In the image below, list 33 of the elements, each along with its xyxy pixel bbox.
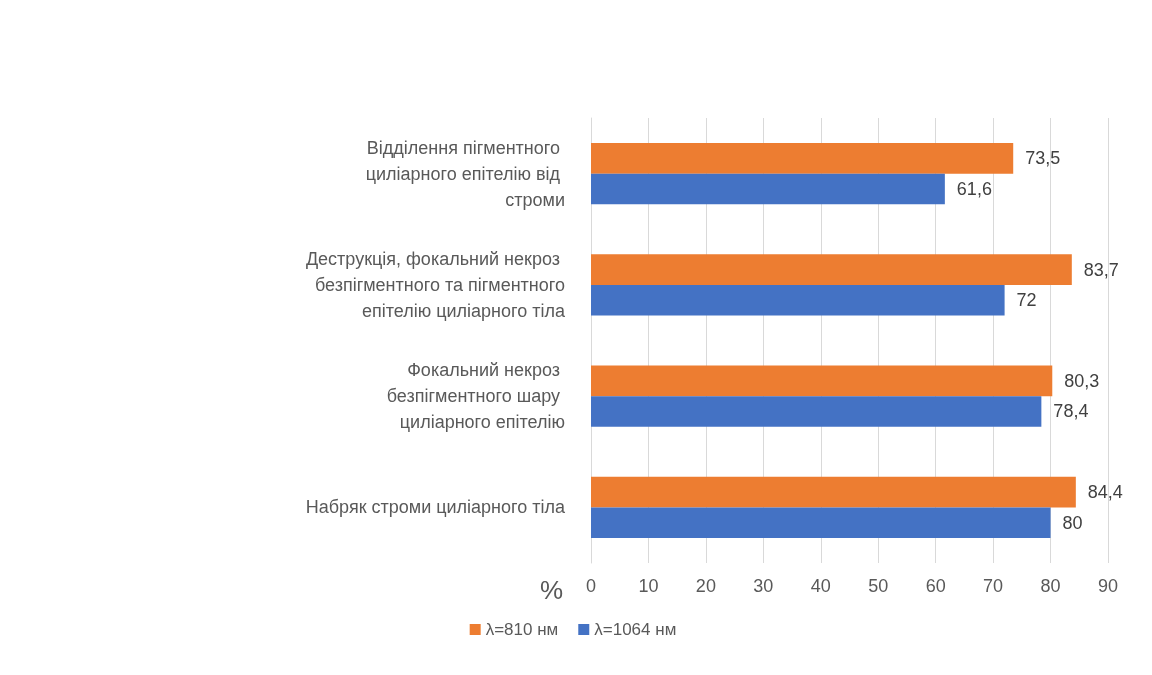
bar [591, 143, 1014, 174]
x-tick-label: 0 [585, 576, 597, 596]
x-tick-label: 80 [1040, 576, 1061, 596]
bar [591, 254, 1072, 285]
y-tick-label: Відділення пігментного циліарного епітелію від строми [365, 137, 565, 210]
legend-label: λ=810 нм [485, 620, 559, 639]
data-label: 61,6 [956, 178, 992, 199]
x-tick-label: 30 [753, 576, 774, 596]
data-label: 83,7 [1083, 259, 1119, 280]
bar [591, 284, 1005, 316]
bar [591, 507, 1051, 538]
x-tick-label: 20 [695, 576, 716, 596]
x-tick-label: 70 [983, 576, 1004, 596]
data-label: 80 [1062, 512, 1083, 533]
y-tick-label: Деструкція, фокальний некроз безпігментного та пігментного епітелію циліарного тіла [305, 248, 566, 321]
bar [591, 396, 1042, 427]
data-label: 73,5 [1025, 148, 1061, 169]
data-label: 72 [1016, 290, 1037, 311]
y-tick-label: Фокальний некроз безпігментного шару циліарного епітелію [386, 360, 565, 433]
bar [591, 476, 1076, 508]
x-axis-title: % [539, 575, 563, 605]
x-tick-label: 10 [638, 576, 659, 596]
x-tick-label: 50 [868, 576, 889, 596]
data-label: 78,4 [1053, 401, 1089, 422]
x-tick-label: 40 [810, 576, 831, 596]
x-tick-label: 60 [925, 576, 946, 596]
data-label: 84,4 [1087, 482, 1123, 503]
bar [591, 173, 945, 205]
x-tick-label: 90 [1097, 576, 1119, 596]
legend-label: λ=1064 нм [594, 620, 677, 639]
data-label: 80,3 [1064, 370, 1100, 391]
y-tick-label: Набряк строми циліарного тіла [305, 497, 566, 518]
bar [591, 365, 1053, 397]
